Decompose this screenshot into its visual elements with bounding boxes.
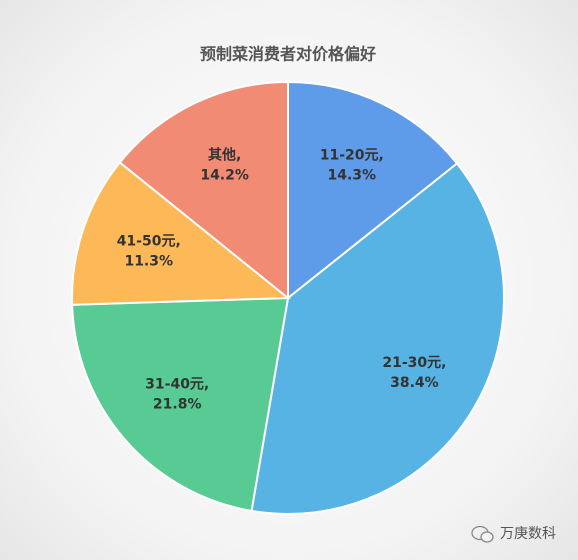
pie-slice	[71, 296, 290, 513]
pie-slice	[118, 80, 289, 301]
slice-value-label: 14.3%	[327, 168, 376, 184]
pie-slice	[71, 161, 291, 306]
slice-category-label: 41-50元,	[117, 233, 181, 249]
slice-value-label: 11.3%	[124, 253, 173, 269]
pie-slice	[287, 80, 459, 301]
slice-category-label: 其他,	[208, 146, 241, 163]
slice-category-label: 21-30元,	[382, 355, 446, 371]
watermark-icon	[471, 525, 494, 543]
slice-value-label: 21.8%	[153, 396, 202, 412]
slice-category-label: 11-20元,	[320, 148, 384, 164]
watermark: 万庚数科	[500, 526, 556, 542]
chart-title: 预制菜消费者对价格偏好	[200, 45, 376, 64]
pie-slice	[250, 162, 505, 515]
slice-category-label: 31-40元,	[145, 376, 209, 392]
slice-value-label: 38.4%	[390, 375, 439, 391]
slice-value-label: 14.2%	[200, 167, 249, 183]
